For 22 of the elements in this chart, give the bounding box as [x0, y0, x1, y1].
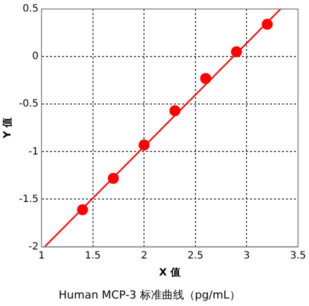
- x-tick-label: 1: [38, 250, 45, 262]
- point: [200, 72, 212, 84]
- y-tick-label: 0: [32, 51, 39, 62]
- x-tick-label: 3: [244, 250, 250, 262]
- y-tick-label: -2: [28, 241, 39, 252]
- x-axis-title: X 值: [159, 266, 180, 278]
- x-tick-label: 1.5: [84, 250, 101, 262]
- y-tick-label: -1: [28, 146, 39, 158]
- y-tick-label: 0.5: [22, 4, 39, 15]
- point: [169, 105, 180, 116]
- point: [138, 140, 150, 151]
- point: [262, 18, 273, 30]
- x-tick-label: 2: [140, 250, 148, 262]
- y-tick-label: -1.5: [18, 194, 39, 205]
- point: [108, 172, 119, 184]
- text: Human MCP-3 标准曲线（pg/mL）: [58, 288, 240, 302]
- point: [230, 46, 242, 58]
- y-tick-label: -0.5: [18, 98, 39, 110]
- point: [77, 204, 88, 216]
- x-tick-label: 2.5: [187, 250, 204, 262]
- x-tick-label: 3.5: [290, 250, 306, 262]
- y-axis-title: Y 值: [2, 118, 14, 140]
